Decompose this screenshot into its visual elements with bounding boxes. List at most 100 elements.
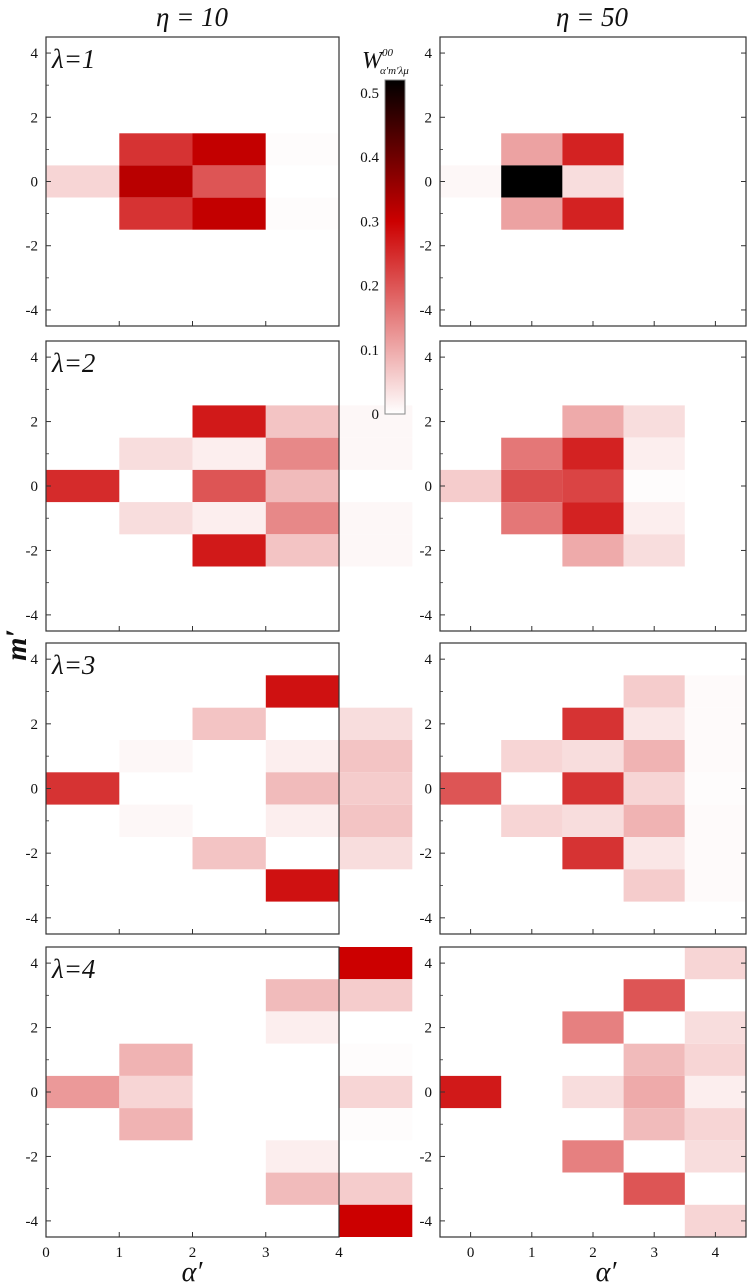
heatmap-cell [192,707,266,740]
y-tick-label: 0 [425,782,433,798]
y-tick-label: 4 [31,652,39,668]
heatmap-cell [265,675,340,708]
y-tick-label: -2 [26,1149,39,1165]
heatmap-cell [562,804,624,837]
heatmap-cell [684,1011,746,1044]
heatmap-cell [339,1075,413,1109]
y-tick-label: 0 [31,1085,39,1101]
y-tick-label: 0 [31,782,39,798]
heatmap-cell [265,869,340,902]
y-tick-label: -4 [26,1214,39,1230]
heatmap-cell [265,1011,340,1044]
heatmap-cell [623,707,685,740]
heatmap-cell [339,947,413,980]
heatmap-cell [119,1043,193,1076]
heatmap-cell [265,1140,340,1173]
y-tick-label: -2 [26,543,39,559]
heatmap-cell [562,133,624,166]
heatmap-cell [684,1140,746,1173]
y-tick-label: -2 [420,543,433,559]
x-tick-label: 0 [467,1245,475,1261]
heatmap-cell [562,405,624,438]
heatmap-cell [684,869,746,902]
heatmap-cell [339,707,413,740]
y-tick-label: 2 [425,1021,433,1037]
heatmap-cell [265,740,340,773]
heatmap-cell [119,437,193,470]
labels-layer: 4 2 0 -2 -4 λ=1 4 2 0 -2 -4 4 2 0 -2 -4 λ=2 4 2 0 -2 -4 4 2 0 -2 -… [0,2,720,1287]
heatmap-cell [684,1043,746,1076]
heatmap-cell [501,469,563,503]
heatmap-cell [684,707,746,740]
heatmap-cell [562,707,624,740]
y-tick-label: 4 [425,46,433,62]
heatmap-cell [339,804,413,837]
heatmap-cell [501,437,563,470]
heatmap-cell [623,1172,685,1205]
x-tick-label: 2 [189,1245,197,1261]
heatmap-cell [501,804,563,837]
column-title-eta-10: η = 10 [156,2,229,32]
y-tick-label: 0 [31,175,39,191]
heatmap-cell [265,502,340,535]
panel-frames-layer [45,36,747,1238]
heatmap-cell [119,165,193,198]
heatmap-cell [562,437,624,470]
heatmap-cell [623,534,685,567]
heatmap-cell [501,165,563,198]
colorbar [384,79,406,415]
x-tick-label: 0 [42,1245,50,1261]
heatmap-cell [119,133,193,166]
heatmap-cell [46,1075,120,1109]
heatmap-cell [339,1108,413,1141]
y-tick-label: -4 [26,608,39,624]
x-axis-label: α′ [596,1257,618,1287]
heatmap-cell [339,1043,413,1076]
colorbar-tick-label: 0 [372,407,380,423]
heatmap-cell [192,437,266,470]
heatmap-cell [562,1140,624,1173]
heatmap-cell [119,1108,193,1141]
panel-label: λ=1 [51,44,95,74]
y-tick-label: -4 [420,608,433,624]
y-tick-label: 0 [425,175,433,191]
heatmap-cell [684,837,746,870]
y-axis-label: m′ [0,629,33,661]
heatmap-cell [623,405,685,438]
x-tick-label: 4 [712,1245,720,1261]
heatmap-cells-layer [46,133,746,1237]
y-tick-label: 2 [425,110,433,126]
y-tick-label: 0 [31,479,39,495]
heatmap-cell [46,772,120,805]
heatmap-cell [339,1172,413,1205]
heatmap-cell [192,405,266,438]
x-axis-label: α′ [182,1257,204,1287]
heatmap-cell [192,165,266,198]
heatmap-cell [339,502,413,535]
panel-label: λ=2 [51,348,95,378]
heatmap-cell [265,804,340,837]
y-tick-label: 2 [31,717,39,733]
heatmap-cell [265,1172,340,1205]
y-tick-label: 4 [31,350,39,366]
heatmap-cell [562,772,624,805]
y-tick-label: -2 [420,1149,433,1165]
heatmap-cell [684,947,746,980]
y-tick-label: 4 [425,350,433,366]
y-tick-label: 0 [425,479,433,495]
heatmap-cell [623,837,685,870]
y-tick-label: 0 [425,1085,433,1101]
y-tick-label: 2 [31,1021,39,1037]
colorbar-tick-label: 0.1 [360,343,379,359]
heatmap-cell [684,772,746,805]
heatmap-cell [192,197,266,230]
heatmap-cell [501,197,563,230]
heatmap-cell [623,675,685,708]
heatmap-cell [339,979,413,1012]
x-tick-label: 3 [650,1245,658,1261]
heatmap-cell [562,534,624,567]
colorbar-tick-label: 0.2 [360,279,379,295]
x-tick-label: 3 [262,1245,270,1261]
heatmap-cell [119,740,193,773]
